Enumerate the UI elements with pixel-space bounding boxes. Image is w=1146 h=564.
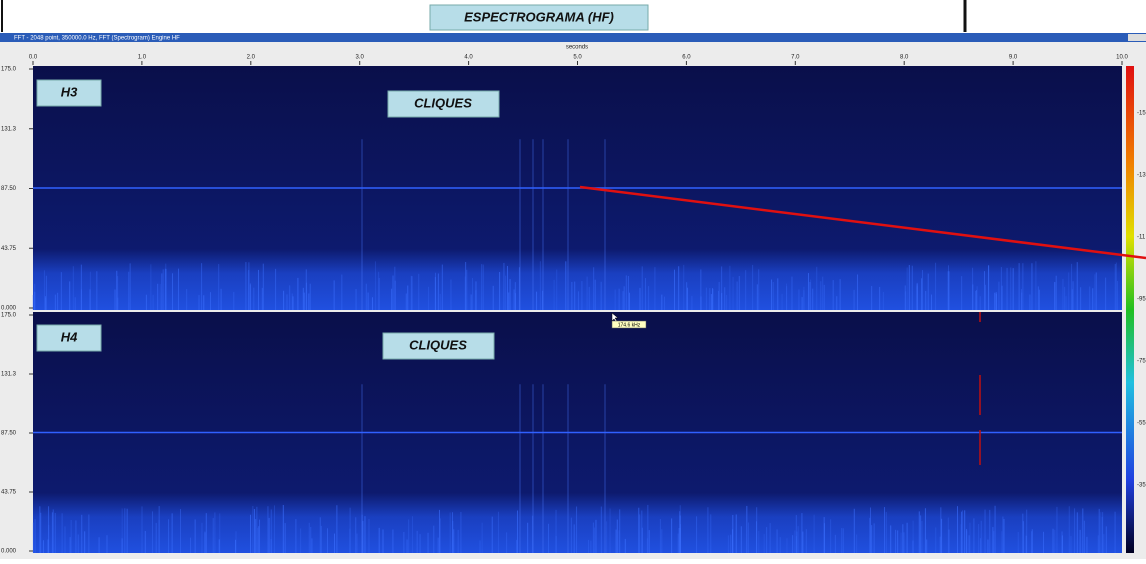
screenshot: ESPECTROGRAMA (HF) FFT - 2048 point, 350…: [0, 0, 1146, 559]
y-tick-label: 87.50: [1, 186, 17, 192]
y-tick-label: 175.0: [1, 67, 17, 73]
x-tick-label: 0.0: [29, 55, 38, 61]
x-tick-label: 5.0: [573, 55, 582, 61]
colorbar-tick-label: -15: [1137, 111, 1146, 117]
window-buttons[interactable]: [1128, 34, 1146, 41]
x-tick-label: 8.0: [900, 55, 909, 61]
x-tick-label: 6.0: [682, 55, 691, 61]
cursor-readout: 174.6 kHz: [618, 322, 641, 328]
y-tick-label: 131.3: [1, 126, 17, 132]
y-tick-label: 131.3: [1, 372, 17, 378]
x-tick-label: 7.0: [791, 55, 800, 61]
y-tick-label: 0.000: [1, 549, 17, 555]
y-tick-label: 0.000: [1, 306, 17, 312]
colorbar-tick-label: -95: [1137, 297, 1146, 303]
x-tick-label: 2.0: [247, 55, 256, 61]
x-tick-label: 10.0: [1116, 55, 1128, 61]
colorbar-tick-label: -75: [1137, 359, 1146, 365]
page: {"header": {"title": "ESPECTROGRAMA (HF)…: [0, 0, 1146, 559]
x-axis-label: seconds: [566, 45, 588, 51]
y-tick-label: 87.50: [1, 431, 17, 437]
x-tick-label: 3.0: [356, 55, 365, 61]
annotation: CLIQUES: [409, 337, 467, 352]
colorbar-tick-label: -13: [1137, 173, 1146, 179]
annotation: CLIQUES: [414, 95, 472, 110]
y-tick-label: 43.75: [1, 246, 17, 252]
y-tick-label: 43.75: [1, 490, 17, 496]
x-tick-label: 1.0: [138, 55, 147, 61]
colorbar-tick-label: -11: [1137, 235, 1146, 241]
y-tick-label: 175.0: [1, 313, 17, 319]
header-title: ESPECTROGRAMA (HF): [464, 9, 614, 24]
x-tick-label: 9.0: [1009, 55, 1018, 61]
panel-name: H4: [61, 329, 78, 344]
colorbar-tick-label: -55: [1137, 421, 1146, 427]
x-tick-label: 4.0: [464, 55, 473, 61]
window-title: FFT - 2048 point, 350000.0 Hz, FFT (Spec…: [14, 36, 180, 42]
colorbar-tick-label: -35: [1137, 483, 1146, 489]
colorbar: [1126, 66, 1134, 553]
panel-name: H3: [61, 84, 78, 99]
